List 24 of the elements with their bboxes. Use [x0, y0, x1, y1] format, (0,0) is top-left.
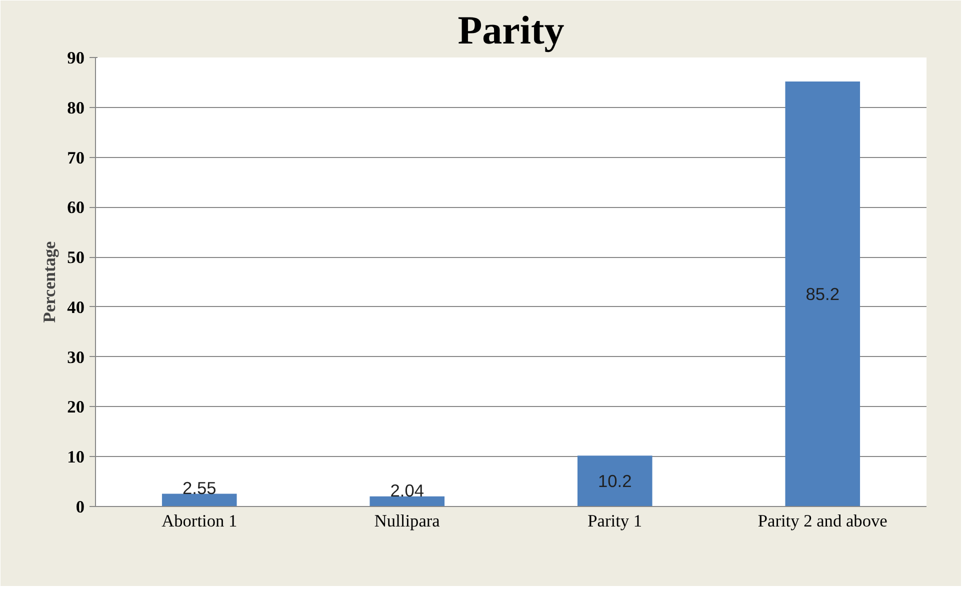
y-tick-label: 80	[67, 98, 84, 118]
x-tick-label: Parity 1	[588, 512, 642, 530]
data-label: 10.2	[598, 471, 632, 492]
y-axis-title: Percentage	[40, 240, 60, 323]
y-tick-label: 40	[67, 298, 84, 317]
data-label: 2.55	[182, 478, 216, 498]
bar	[577, 456, 652, 506]
bar	[785, 81, 860, 506]
y-tick-label: 20	[67, 398, 84, 417]
data-label: 85.2	[806, 284, 840, 304]
x-tick-label: Nullipara	[374, 512, 440, 530]
y-tick-label: 10	[67, 448, 84, 467]
y-tick-label: 50	[67, 248, 84, 268]
y-tick-label: 90	[67, 48, 84, 68]
bar	[162, 494, 237, 506]
y-tick-label: 0	[76, 498, 85, 516]
data-label: 2.04	[390, 480, 424, 500]
bar	[370, 496, 445, 506]
y-tick-label: 60	[67, 198, 84, 218]
x-tick-label: Abortion 1	[162, 512, 238, 530]
x-tick-label: Parity 2 and above	[758, 512, 888, 530]
y-tick-label: 70	[67, 148, 84, 168]
y-tick-label: 30	[67, 348, 84, 367]
chart-title: Parity	[458, 8, 564, 52]
